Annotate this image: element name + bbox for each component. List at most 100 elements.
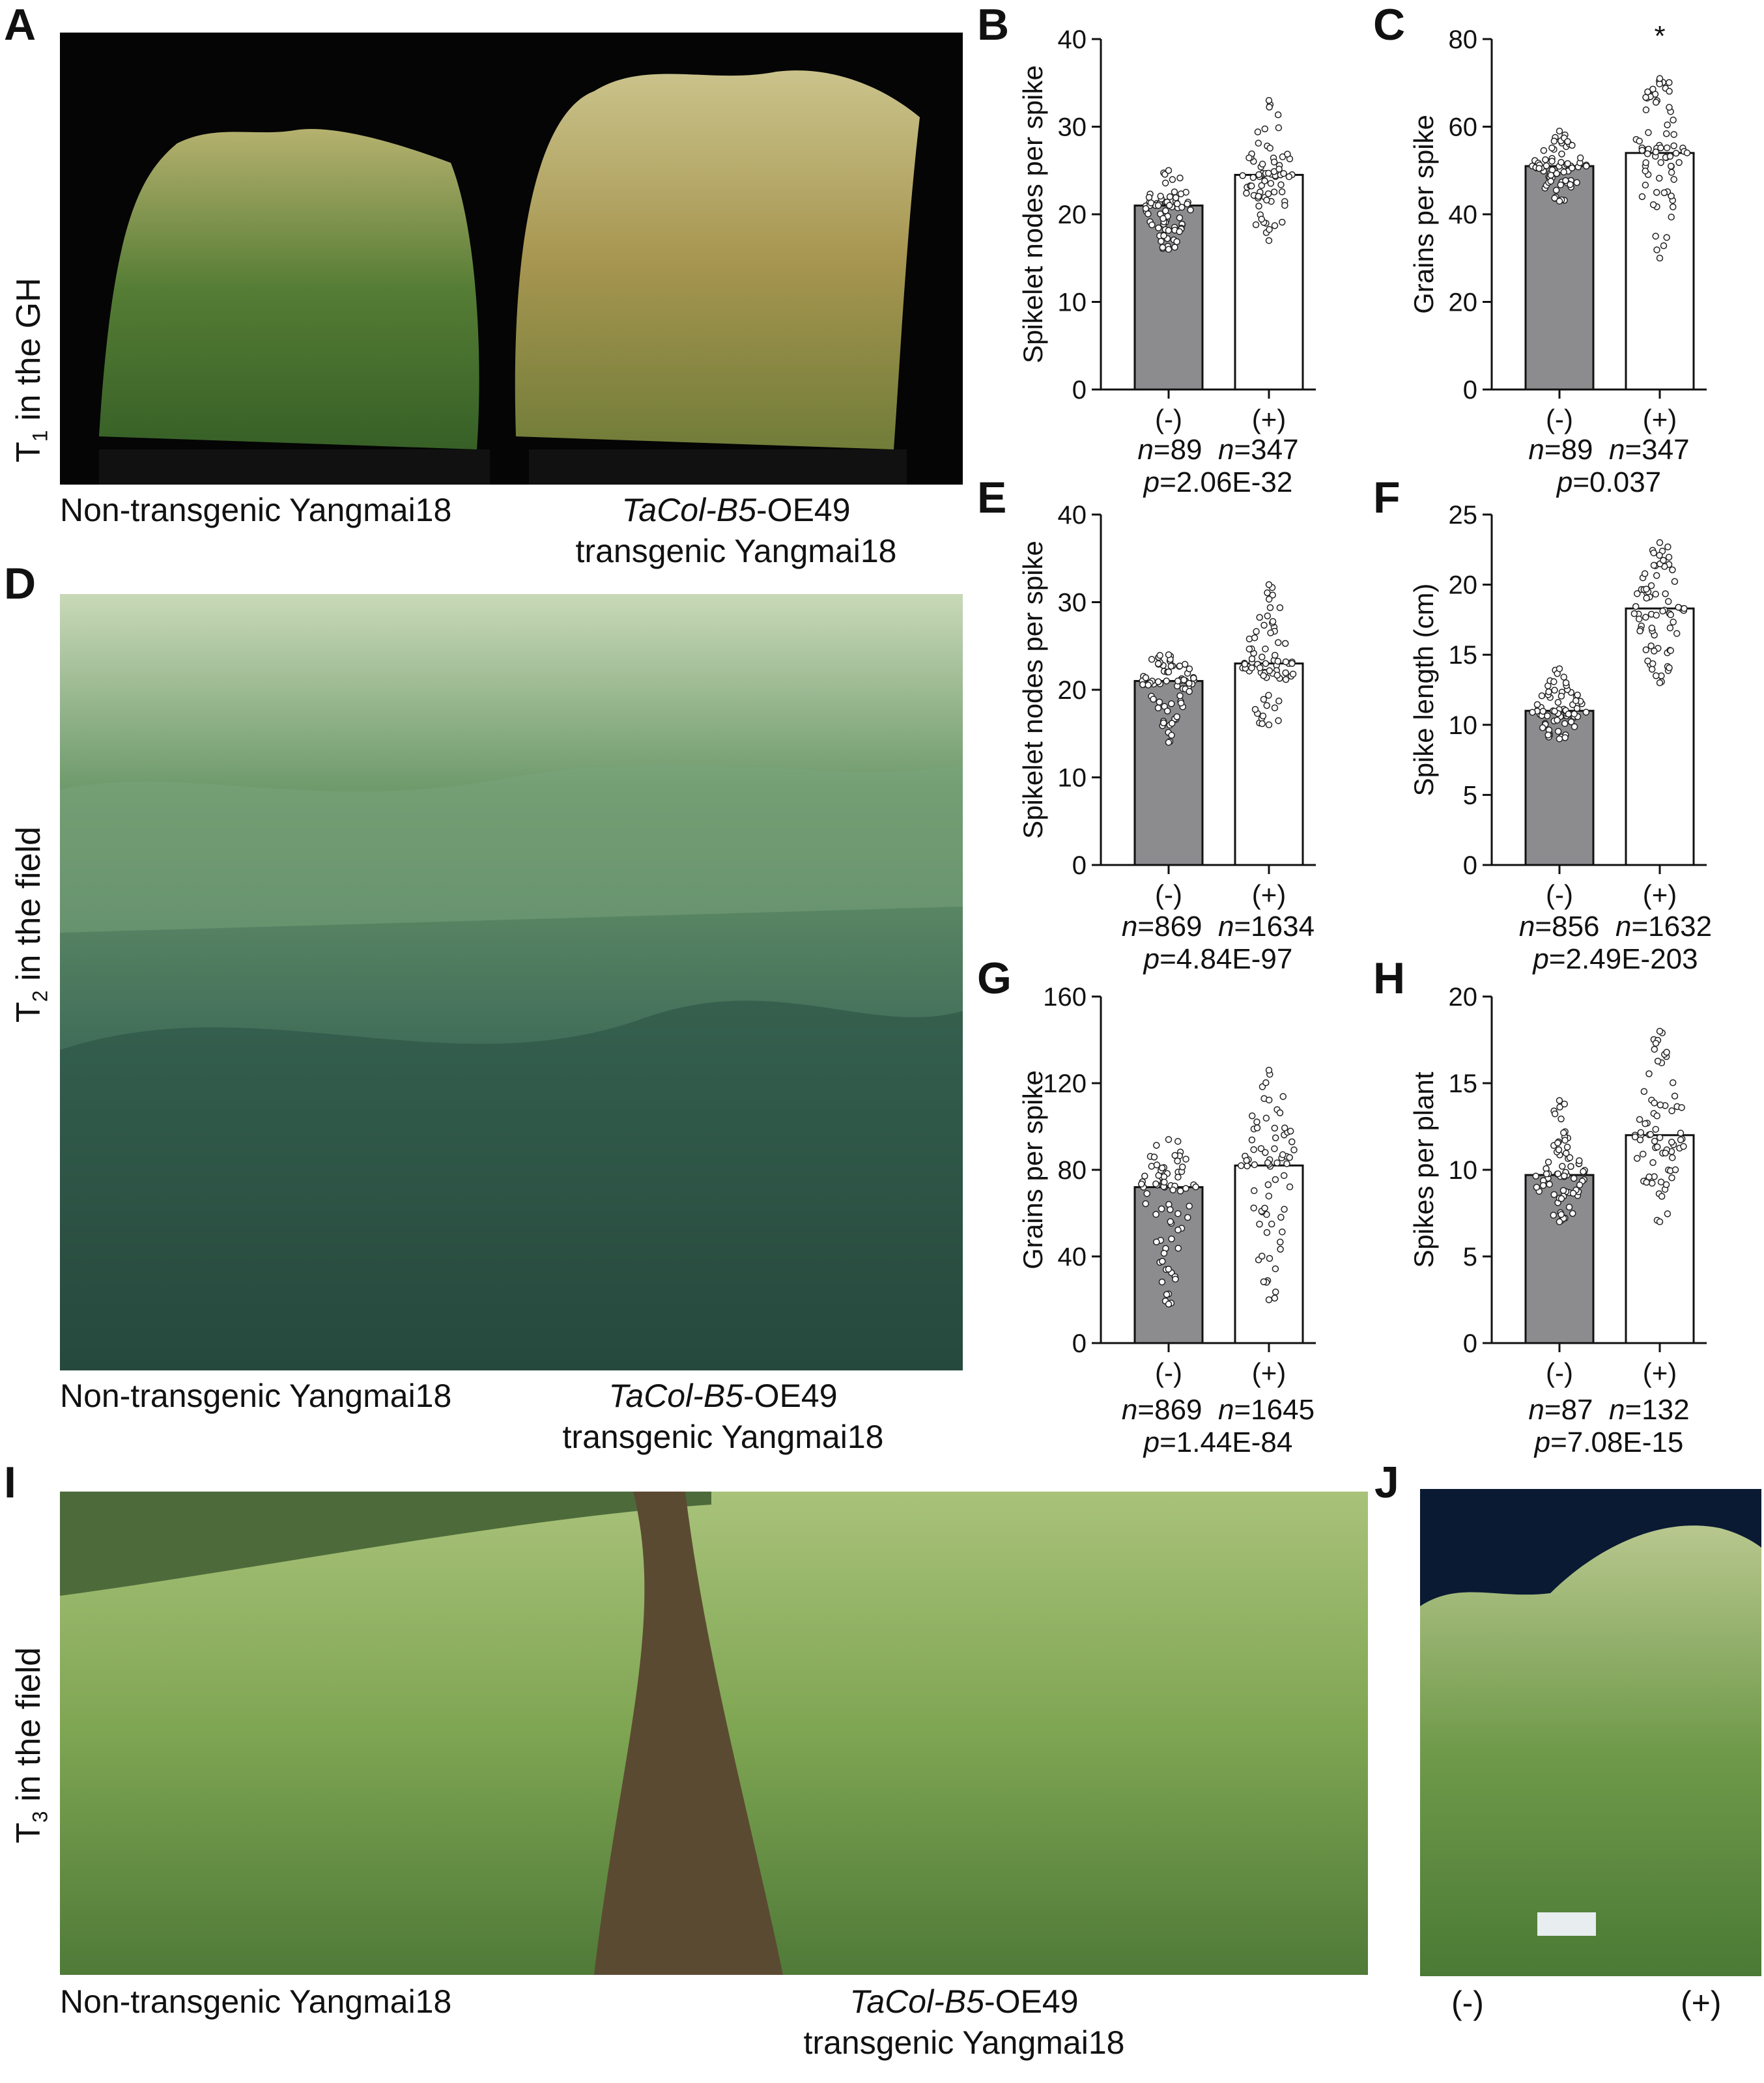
data-point <box>1167 662 1175 670</box>
data-point <box>1255 139 1262 147</box>
data-point <box>1159 719 1167 727</box>
data-point <box>1158 238 1165 245</box>
data-point <box>1667 162 1675 170</box>
y-tick-label: 0 <box>1463 1329 1477 1358</box>
data-point <box>1165 651 1173 659</box>
data-point <box>1662 590 1669 597</box>
data-point <box>1263 1229 1271 1236</box>
data-point <box>1653 612 1660 619</box>
data-point <box>1656 75 1664 82</box>
data-point <box>1648 625 1656 632</box>
data-point <box>1255 193 1262 200</box>
data-point <box>1159 215 1167 222</box>
data-point <box>1153 1238 1160 1246</box>
data-point <box>1638 193 1646 201</box>
data-point <box>1238 1162 1245 1169</box>
data-point <box>1660 556 1667 564</box>
data-point <box>1265 96 1273 104</box>
data-point <box>1677 1129 1685 1137</box>
data-point <box>1558 150 1565 158</box>
data-point <box>1638 147 1646 154</box>
data-point <box>1570 1174 1578 1182</box>
data-point <box>1160 232 1167 239</box>
side-label-t2: T2 in the field <box>10 826 52 1023</box>
data-point <box>1139 681 1146 688</box>
data-point <box>1187 206 1194 214</box>
data-point <box>1176 662 1184 670</box>
data-point <box>1672 1166 1679 1174</box>
panel-label-g: G <box>977 954 1012 1003</box>
data-point <box>1245 645 1253 653</box>
data-point <box>1675 159 1683 166</box>
data-point <box>1642 1120 1649 1127</box>
data-point <box>1148 656 1156 663</box>
data-point <box>1165 202 1173 209</box>
data-point <box>1636 1136 1644 1144</box>
data-point <box>1567 718 1575 726</box>
data-point <box>1260 1278 1268 1286</box>
x-tick-label: (+) <box>1643 879 1677 910</box>
data-point <box>1184 1213 1191 1221</box>
data-point <box>1248 655 1256 662</box>
data-point <box>1644 657 1651 664</box>
data-point <box>1652 1040 1660 1047</box>
bar <box>1234 1164 1304 1344</box>
data-point <box>1243 190 1250 197</box>
data-point <box>1573 178 1580 186</box>
data-point <box>1154 202 1162 209</box>
data-point <box>1563 1150 1570 1157</box>
data-point <box>1171 1152 1178 1159</box>
data-point <box>1544 731 1552 739</box>
data-point <box>1643 594 1650 602</box>
data-point <box>1259 653 1266 660</box>
data-point <box>1154 660 1162 668</box>
data-point <box>1662 1150 1669 1157</box>
data-point <box>1651 1045 1658 1053</box>
data-point <box>1556 665 1563 672</box>
data-point <box>1554 716 1561 724</box>
y-tick-label: 15 <box>1449 1070 1478 1098</box>
data-point <box>1265 1096 1273 1104</box>
data-point <box>1680 1142 1687 1150</box>
data-point <box>1568 164 1576 172</box>
data-point <box>1261 177 1268 184</box>
y-tick-label: 10 <box>1449 1156 1478 1185</box>
caption-i-non-transgenic: Non-transgenic Yangmai18 <box>60 1983 452 2020</box>
data-point <box>1161 1178 1168 1186</box>
data-point <box>1289 670 1297 678</box>
stats-h: n=87 n=132 p=7.08E-15 <box>1528 1394 1690 1458</box>
data-point <box>1554 1139 1561 1147</box>
data-point <box>1138 1180 1145 1188</box>
data-point <box>1248 664 1255 672</box>
data-point <box>1653 189 1660 196</box>
data-point <box>1276 1109 1284 1116</box>
data-point <box>1182 1185 1189 1192</box>
data-point <box>1269 617 1277 625</box>
data-point <box>1666 87 1673 95</box>
data-point <box>1253 1118 1260 1126</box>
data-point <box>1143 1190 1150 1197</box>
plants-photo-j <box>1420 1489 1761 1976</box>
y-axis-label: Spikes per plant <box>1408 1071 1439 1268</box>
data-point <box>1669 566 1676 574</box>
stats-g: n=869 n=1645 p=1.44E-84 <box>1121 1394 1315 1458</box>
data-point <box>1251 705 1259 713</box>
data-point <box>1281 1124 1288 1132</box>
x-tick-label: (-) <box>1546 1357 1573 1388</box>
data-point <box>1249 174 1257 181</box>
bar <box>1133 1186 1204 1344</box>
data-point <box>1286 1154 1293 1161</box>
data-point <box>1266 667 1273 674</box>
y-tick-label: 30 <box>1058 589 1087 617</box>
data-point <box>1266 145 1273 152</box>
data-point <box>1550 1212 1558 1219</box>
data-point <box>1142 1200 1149 1208</box>
data-point <box>1576 1157 1583 1165</box>
field-photo-t2 <box>60 594 963 1370</box>
data-point <box>1272 1288 1279 1296</box>
data-point <box>1174 1226 1182 1234</box>
data-point <box>1554 699 1562 706</box>
y-tick-label: 5 <box>1463 1243 1477 1271</box>
data-point <box>1637 1129 1645 1136</box>
data-point <box>1669 203 1677 210</box>
